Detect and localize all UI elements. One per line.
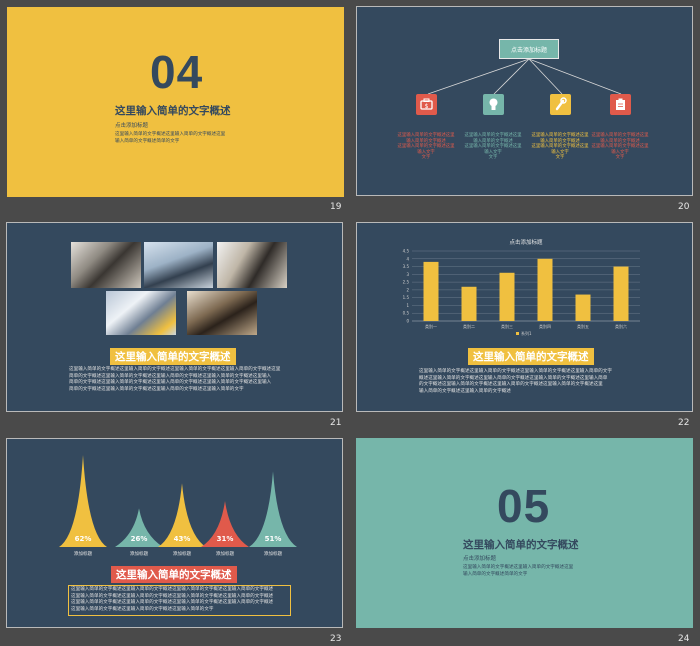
x-tick-label: 类别二 xyxy=(463,323,475,329)
section-number: 05 xyxy=(497,480,551,532)
item-text: 这里输入简单的文字概述这里 输入简单的文字概述 这里输入简单的文字概述这里 输入… xyxy=(397,133,455,161)
peak-chart: 62% 添加标题 26% 添加标题 43% 添加标题 31% 添加标题 51% 添加标题 xyxy=(59,455,297,557)
peak xyxy=(115,508,163,547)
wrench-icon-box xyxy=(550,94,571,115)
slide-subtitle: 点击添加标题 xyxy=(115,123,149,129)
slide-number: 22 xyxy=(678,418,690,428)
legend-label: 系列1 xyxy=(521,330,532,336)
tree-connectors xyxy=(427,58,622,95)
y-tick-label: 2.5 xyxy=(403,280,410,285)
slide-23[interactable]: 62% 添加标题 26% 添加标题 43% 添加标题 31% 添加标题 51% 添加标题 这里输入… xyxy=(6,438,343,628)
peak-category-label: 添加标题 xyxy=(216,550,235,557)
lightbulb-icon-box xyxy=(483,94,504,115)
item-text: 这里输入简单的文字概述这里 输入简单的文字概述 这里输入简单的文字概述这里 输入… xyxy=(464,133,522,161)
bar xyxy=(461,286,477,321)
peak xyxy=(59,455,107,547)
photo-meeting-overhead xyxy=(71,242,141,288)
x-tick-label: 类别四 xyxy=(539,323,551,329)
slide-body: 这里输入简单的文字概述这里输入简单的文字概述这里输入简单的文字概述这里输入简单的… xyxy=(71,587,274,612)
chart-title: 点击添加标题 xyxy=(509,238,543,246)
slide-number: 19 xyxy=(330,202,342,212)
slide-body: 这里输入简单的文字概述这里输入简单的文字概述这里输入简单的文字概述这里输入简单的… xyxy=(69,367,281,392)
y-tick-label: 1.5 xyxy=(403,295,410,300)
bar xyxy=(537,258,553,321)
peak-value-label: 31% xyxy=(217,535,234,543)
bar xyxy=(575,294,591,321)
slide-24[interactable]: 05 这里输入简单的文字概述 点击添加标题 这里输入简单的文字概述这里输入简单的… xyxy=(356,438,693,628)
body-frame xyxy=(68,585,291,616)
lightbulb-icon xyxy=(489,98,498,110)
slide-21[interactable]: 这里输入简单的文字概述 这里输入简单的文字概述这里输入简单的文字概述这里输入简单… xyxy=(6,222,343,412)
y-tick-label: 4 xyxy=(406,256,409,261)
slide-body: 这里输入简单的文字概述这里输入简单的文字概述这里输入简单的文字概述这里输入简单的… xyxy=(419,369,612,394)
briefcase-icon: $ xyxy=(420,98,433,110)
y-tick-label: 3.5 xyxy=(403,264,410,269)
y-tick-label: 0.5 xyxy=(403,311,410,316)
photo-office-desk xyxy=(144,242,213,288)
peak-value-label: 43% xyxy=(174,535,191,543)
section-number: 04 xyxy=(150,46,204,98)
top-label: 点击添加标题 xyxy=(510,47,547,54)
y-tick-label: 1 xyxy=(406,303,409,308)
peak-category-label: 添加标题 xyxy=(74,550,93,557)
y-tick-label: 3 xyxy=(406,272,409,277)
peak-value-label: 26% xyxy=(131,535,148,543)
item-text: 这里输入简单的文字概述这里 输入简单的文字概述 这里输入简单的文字概述这里 输入… xyxy=(591,133,649,161)
slide-title: 这里输入简单的文字概述 xyxy=(115,105,231,117)
highlight-title: 这里输入简单的文字概述 xyxy=(111,566,237,583)
item-text: 这里输入简单的文字概述这里 输入简单的文字概述 这里输入简单的文字概述这里 输入… xyxy=(531,133,589,161)
briefcase-icon-box: $ xyxy=(416,94,437,115)
peak-category-label: 添加标题 xyxy=(173,550,192,557)
x-tick-label: 类别六 xyxy=(615,323,627,329)
legend-swatch xyxy=(516,332,519,335)
peak xyxy=(249,471,297,547)
peak-value-label: 51% xyxy=(265,535,282,543)
highlight-title: 这里输入简单的文字概述 xyxy=(110,348,236,365)
highlight-title: 这里输入简单的文字概述 xyxy=(468,348,594,365)
peak xyxy=(158,483,206,547)
svg-text:$: $ xyxy=(425,103,429,110)
slide-body: 这里输入简单的文字概述这里输入简单的文字概述这里 输入简单的文字概述简单的文字 xyxy=(115,132,226,144)
x-tick-label: 类别五 xyxy=(577,323,589,329)
photo-group-table xyxy=(187,291,257,335)
wrench-icon xyxy=(555,97,567,111)
peak-value-label: 62% xyxy=(75,535,92,543)
photo-team-presentation xyxy=(217,242,287,288)
peak xyxy=(201,501,249,547)
y-tick-label: 0 xyxy=(406,319,409,324)
clipboard-icon-box xyxy=(610,94,631,115)
slide-number: 20 xyxy=(678,202,690,212)
slide-number: 21 xyxy=(330,418,342,428)
bar-chart: 点击添加标题 0 0.5 1 1.5 2 2.5 3 3.5 4 4.5 类别一 类别二 类别三 类别四 类别… xyxy=(403,238,640,336)
x-tick-label: 类别一 xyxy=(425,323,437,329)
peak-category-label: 添加标题 xyxy=(130,550,149,557)
slide-title: 这里输入简单的文字概述 xyxy=(463,539,579,551)
clipboard-icon xyxy=(616,98,625,110)
slide-20[interactable]: 点击添加标题 $ 这里输入简单的文字概述这里 输入简单的文字概述 这里输入简单的… xyxy=(356,6,693,196)
y-tick-label: 2 xyxy=(406,287,409,292)
slide-number: 24 xyxy=(678,634,690,644)
slide-22[interactable]: 点击添加标题 0 0.5 1 1.5 2 2.5 3 3.5 4 4.5 类别一 类别二 类别三 类别四 类别… xyxy=(356,222,693,412)
bar xyxy=(423,261,439,321)
slide-19[interactable]: 04 这里输入简单的文字概述 点击添加标题 这里输入简单的文字概述这里输入简单的… xyxy=(7,7,344,197)
slide-subtitle: 点击添加标题 xyxy=(463,556,497,562)
slide-number: 23 xyxy=(330,634,342,644)
photo-documents xyxy=(106,291,176,335)
bar xyxy=(613,266,629,321)
top-label-box[interactable] xyxy=(499,39,559,59)
y-tick-label: 4.5 xyxy=(403,249,410,254)
slide-body: 这里输入简单的文字概述这里输入简单的文字概述这里 输入简单的文字概述简单的文字 xyxy=(463,565,574,577)
bar xyxy=(499,272,515,321)
peak-category-label: 添加标题 xyxy=(264,550,283,557)
x-tick-label: 类别三 xyxy=(501,323,513,329)
